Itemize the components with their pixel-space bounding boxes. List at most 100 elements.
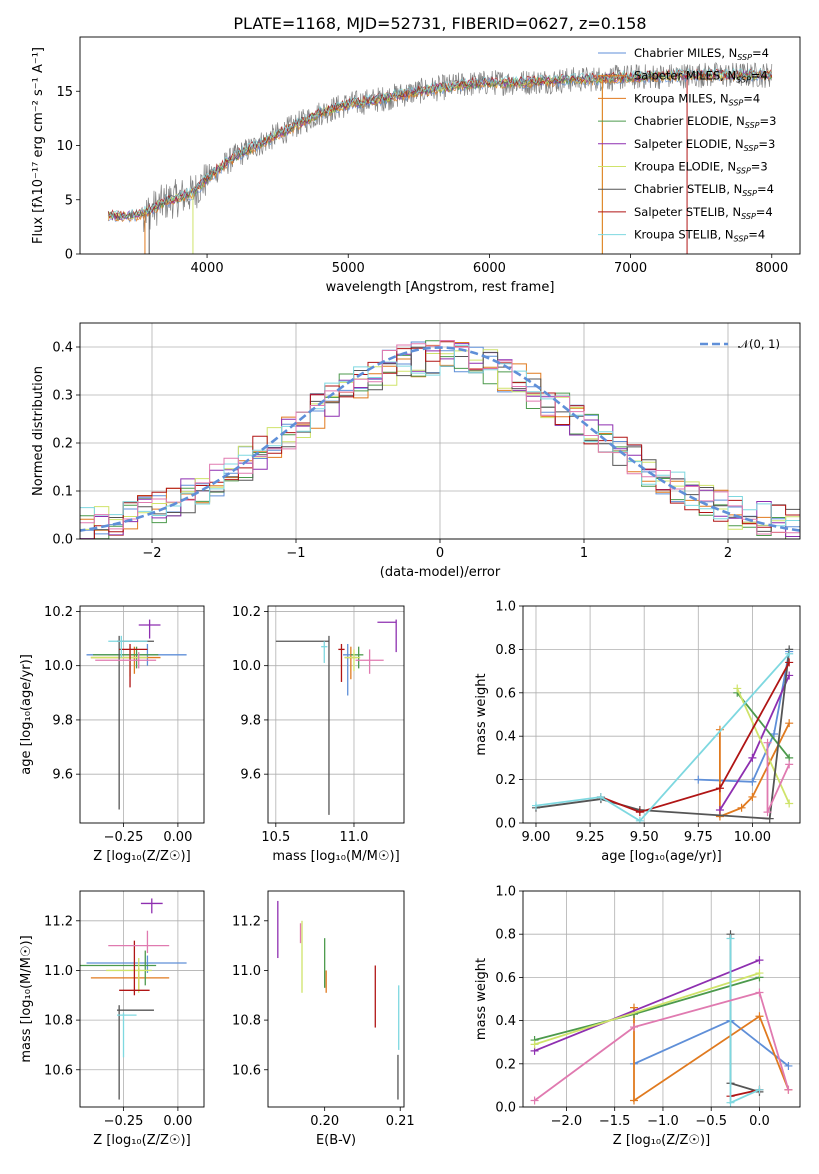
plot-area: [80, 898, 187, 1100]
y-tick-label: 0.4: [495, 730, 516, 745]
x-tick-label: 9.25: [576, 830, 605, 845]
y-tick-label: 10.0: [44, 659, 73, 674]
data-point: [715, 784, 724, 793]
series-line: [730, 1088, 760, 1098]
data-point: [755, 969, 764, 978]
y-tick-label: 11.2: [44, 914, 73, 929]
data-point: [531, 801, 540, 810]
series-line: [736, 692, 790, 759]
y-tick-label: 9.8: [240, 713, 261, 728]
data-point: [530, 1040, 539, 1049]
data-point: [763, 738, 772, 747]
series-line: [535, 649, 791, 820]
axes-frame: [267, 605, 405, 824]
plot-area: [530, 930, 793, 1107]
legend-label: Chabrier ELODIE, NSSP=3: [634, 114, 776, 130]
chart-mass-EBV: 0.20 0.21 10.6 10.8 11.0 11.2 E(B-V): [232, 890, 415, 1148]
legend: Chabrier MILES, NSSP=4 Salpeter MILES, NS…: [598, 46, 776, 244]
x-axis-label: Z [log₁₀(Z/Z☉)]: [93, 1133, 190, 1148]
chart-weight-Z: −2.0 −1.5 −1.0 −0.5 0.0 0.0 0.2 0.4 0.6 0.8 1.0 Z […: [474, 885, 801, 1148]
y-tick-label: 0.1: [52, 485, 73, 500]
y-tick-label: 0.2: [495, 1057, 516, 1072]
y-axis-label: Flux [fλ10⁻¹⁷ erg cm⁻² s⁻¹ A⁻¹]: [31, 47, 46, 244]
data-point: [770, 730, 779, 739]
data-point: [748, 753, 757, 762]
plot-area: [86, 619, 187, 810]
y-axis-label: mass weight: [474, 673, 489, 755]
data-point: [784, 1061, 793, 1070]
axes-frame: [522, 605, 801, 824]
y-tick-label: 0.2: [52, 437, 73, 452]
data-point: [755, 1085, 764, 1094]
x-tick-label: 9.00: [522, 830, 551, 845]
y-tick-label: 11.0: [232, 964, 261, 979]
y-tick-label: 9.8: [52, 713, 73, 728]
y-tick-label: 10.8: [232, 1014, 261, 1029]
x-tick-label: 5000: [332, 261, 365, 276]
y-tick-label: 9.6: [52, 768, 73, 783]
data-point: [785, 760, 794, 769]
legend-label: Chabrier MILES, NSSP=4: [634, 46, 769, 62]
x-tick-label: 4000: [191, 261, 224, 276]
legend-label: Chabrier STELIB, NSSP=4: [634, 182, 774, 198]
y-tick-label: 15: [56, 85, 73, 100]
x-tick-label: 1: [580, 546, 588, 561]
x-tick-label: 10.5: [261, 830, 290, 845]
legend-label: Salpeter ELODIE, NSSP=3: [634, 137, 775, 153]
series-line: [534, 959, 760, 1052]
data-point: [629, 1096, 638, 1105]
axes-frame: [79, 605, 205, 824]
histogram-step: [80, 340, 800, 535]
y-tick-label: 5: [65, 193, 73, 208]
data-point: [755, 988, 764, 997]
x-tick-label: 8000: [755, 261, 788, 276]
y-tick-label: 0.3: [52, 389, 73, 404]
y-tick-label: 0.6: [495, 686, 516, 701]
x-tick-label: 9.75: [684, 830, 713, 845]
data-point: [635, 808, 644, 817]
y-tick-label: 10.6: [232, 1063, 261, 1078]
y-tick-label: 0.8: [495, 928, 516, 943]
plot-area: [107, 61, 773, 254]
plot-area: [275, 619, 397, 815]
y-axis-label: mass [log₁₀(M/M☉)]: [19, 935, 34, 1062]
model-spectrum-line: [108, 67, 773, 219]
normal-curve: [80, 346, 800, 532]
legend-label: Kroupa STELIB, NSSP=4: [634, 228, 765, 244]
data-point: [785, 658, 794, 667]
chart-residuals: −2 −1 0 1 2 0.0 0.1 0.2 0.3 0.4 (data-model)/error…: [31, 322, 801, 580]
series-line: [534, 991, 790, 1102]
data-point: [635, 816, 644, 823]
x-tick-label: −0.25: [104, 1114, 144, 1129]
data-point: [596, 792, 605, 801]
chart-spectrum: 4000 5000 6000 7000 8000 0 5 10 15 wavelength [An…: [31, 36, 801, 295]
y-tick-label: 0: [65, 248, 73, 263]
x-tick-label: 9.50: [630, 830, 659, 845]
data-point: [785, 719, 794, 728]
x-tick-label: 11.0: [340, 830, 369, 845]
x-tick-label: −1: [286, 546, 305, 561]
data-point: [694, 775, 703, 784]
legend-label: Salpeter STELIB, NSSP=4: [634, 205, 773, 221]
axes-frame: [79, 322, 801, 540]
x-tick-label: −2: [142, 546, 161, 561]
x-axis-label: Z [log₁₀(Z/Z☉)]: [93, 849, 190, 864]
data-point: [755, 956, 764, 965]
model-spectrum-line: [107, 68, 773, 220]
x-tick-label: −0.25: [104, 830, 144, 845]
data-point: [737, 803, 746, 812]
x-tick-label: −0.5: [695, 1114, 727, 1129]
data-point: [726, 1098, 735, 1107]
histogram-step: [80, 344, 800, 527]
x-tick-label: 0.00: [163, 830, 192, 845]
x-tick-label: −2.0: [551, 1114, 583, 1129]
y-tick-label: 10.2: [232, 605, 261, 620]
data-point: [715, 805, 724, 814]
y-tick-label: 0.2: [495, 773, 516, 788]
series-line: [600, 661, 790, 814]
legend-label: Kroupa ELODIE, NSSP=3: [634, 160, 768, 176]
histogram-step: [80, 341, 800, 539]
series-line: [729, 934, 760, 1093]
y-tick-label: 11.2: [232, 914, 261, 929]
